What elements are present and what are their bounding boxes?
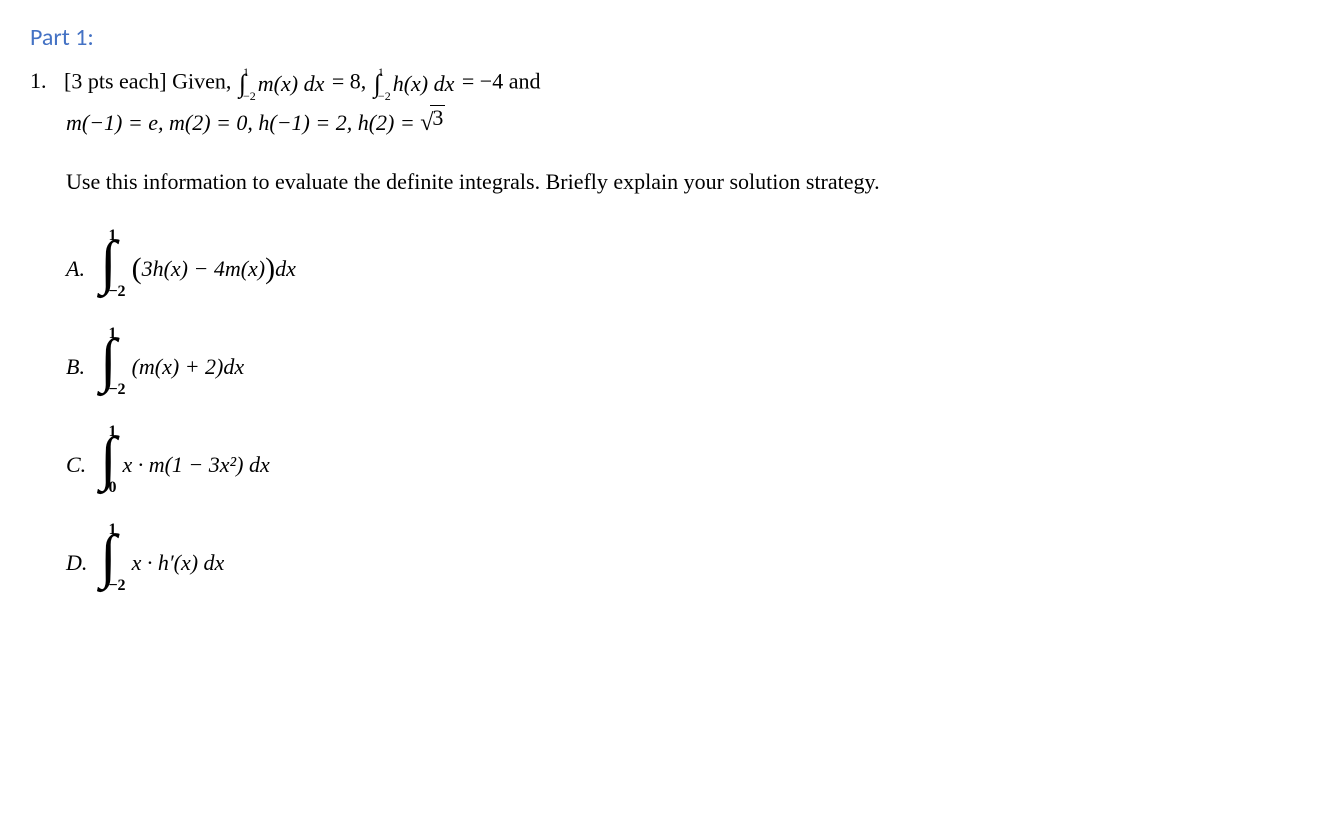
item-a-integral: ∫ 1 −2 ( 3h(x) − 4m(x) ) dx <box>100 232 296 304</box>
question-number: 1. <box>30 64 64 97</box>
item-d-integral: ∫ 1 −2 x · h′(x) dx <box>100 526 224 598</box>
instruction-text: Use this information to evaluate the def… <box>66 165 1312 198</box>
paren-open: ( <box>132 246 142 291</box>
part-title: Part 1: <box>30 20 1312 56</box>
sqrt-expression: √ 3 <box>420 105 445 141</box>
item-c-integral: ∫ 1 0 x · m(1 − 3x²) dx <box>100 428 270 500</box>
item-a-body: 3h(x) − 4m(x) <box>142 252 266 285</box>
item-b-body: (m(x) + 2)dx <box>132 330 245 402</box>
item-a-upper: 1 <box>108 228 116 244</box>
item-b: B. ∫ 1 −2 (m(x) + 2)dx <box>66 326 1312 406</box>
item-a: A. ∫ 1 −2 ( 3h(x) − 4m(x) ) dx <box>66 228 1312 308</box>
integral-m-dx: dx <box>304 67 325 100</box>
item-d-letter: D. <box>66 546 100 579</box>
question-content: [3 pts each] Given, ∫ 1 −2 m(x) dx = 8, … <box>64 64 1312 103</box>
integral-m-result: = 8, <box>332 69 366 94</box>
integral-h-result: = −4 <box>462 69 503 94</box>
item-b-letter: B. <box>66 350 100 383</box>
item-b-lower: −2 <box>108 382 125 398</box>
points-label: [3 pts each] <box>64 69 167 94</box>
inline-integral-h: ∫ 1 −2 h(x) dx <box>374 64 455 103</box>
integral-h-lower: −2 <box>378 90 391 102</box>
item-c-upper: 1 <box>108 424 116 440</box>
sub-items-list: A. ∫ 1 −2 ( 3h(x) − 4m(x) ) dx B. ∫ 1 −2… <box>66 228 1312 602</box>
question-header: 1. [3 pts each] Given, ∫ 1 −2 m(x) dx = … <box>30 64 1312 103</box>
item-d-upper: 1 <box>108 522 116 538</box>
integral-m-func: m(x) <box>258 67 298 100</box>
item-d: D. ∫ 1 −2 x · h′(x) dx <box>66 522 1312 602</box>
item-c-lower: 0 <box>108 480 116 496</box>
item-d-lower: −2 <box>108 578 125 594</box>
integral-h-upper: 1 <box>378 66 391 78</box>
integral-h-func: h(x) <box>393 67 428 100</box>
item-b-upper: 1 <box>108 326 116 342</box>
sqrt-body: 3 <box>430 105 445 130</box>
item-c: C. ∫ 1 0 x · m(1 − 3x²) dx <box>66 424 1312 504</box>
values-text: m(−1) = e, m(2) = 0, h(−1) = 2, h(2) = <box>66 110 420 135</box>
and-word: and <box>509 69 541 94</box>
item-a-dx: dx <box>275 252 296 285</box>
integral-m-lower: −2 <box>243 90 256 102</box>
item-c-letter: C. <box>66 448 100 481</box>
paren-close: ) <box>265 246 275 291</box>
integral-h-dx: dx <box>434 67 455 100</box>
integral-m-upper: 1 <box>243 66 256 78</box>
item-c-body: x · m(1 − 3x²) dx <box>122 428 269 500</box>
item-b-integral: ∫ 1 −2 (m(x) + 2)dx <box>100 330 244 402</box>
inline-integral-m: ∫ 1 −2 m(x) dx <box>239 64 324 103</box>
item-a-letter: A. <box>66 252 100 285</box>
given-word: Given, <box>172 69 231 94</box>
item-a-lower: −2 <box>108 284 125 300</box>
item-d-body: x · h′(x) dx <box>132 526 225 598</box>
given-values-line: m(−1) = e, m(2) = 0, h(−1) = 2, h(2) = √… <box>66 105 1312 141</box>
